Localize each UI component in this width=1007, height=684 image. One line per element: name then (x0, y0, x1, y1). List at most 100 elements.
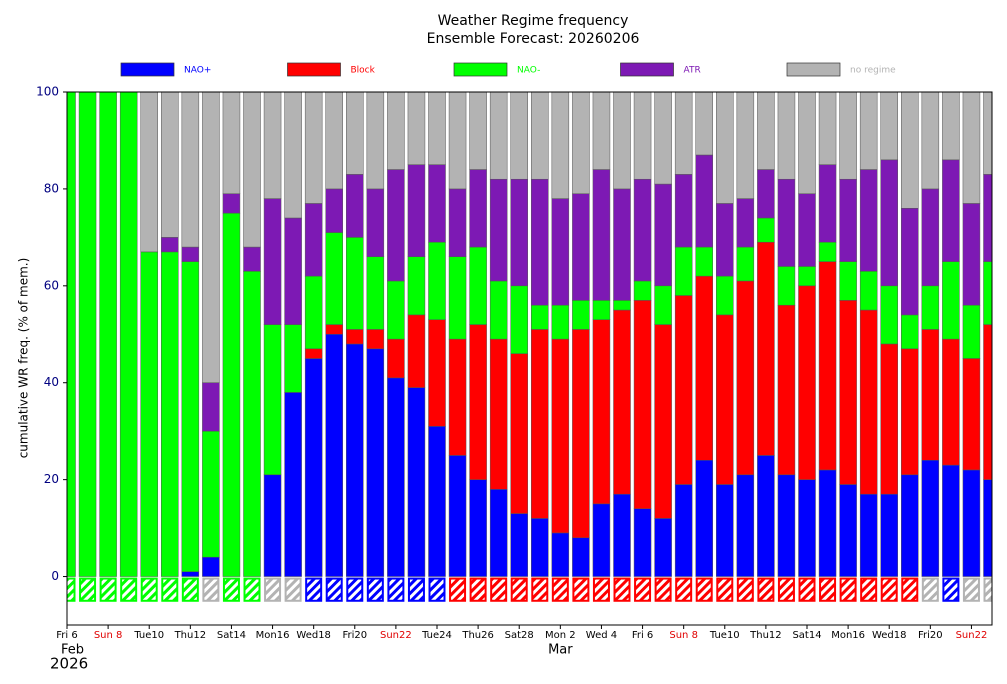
bar-segment (777, 474, 796, 577)
bar-segment (716, 203, 734, 277)
bar-segment (757, 169, 775, 219)
bar-segment (983, 324, 992, 480)
bar-segment (428, 164, 446, 243)
bar-segment (407, 387, 426, 577)
x-tick-label: Thu26 (461, 630, 494, 641)
x-tick-label: Tue10 (133, 630, 164, 641)
bar-segment (448, 256, 467, 340)
bar-segment (469, 246, 487, 325)
bar-segment (366, 92, 385, 190)
chart-title: Weather Regime frequency (438, 13, 629, 29)
dominant-regime-hatch (120, 577, 138, 602)
dominant-regime-hatch (387, 577, 405, 602)
bar-segment (387, 280, 405, 340)
dominant-regime-hatch (983, 577, 992, 602)
y-tick-label: 0 (51, 569, 59, 583)
dominant-regime-hatch (839, 577, 857, 602)
bar-segment (942, 464, 960, 577)
dominant-regime-hatch (284, 577, 302, 602)
bar-segment (284, 217, 302, 325)
dominant-regime-hatch (860, 577, 878, 602)
bar-segment (654, 518, 672, 577)
bar-segment (551, 198, 570, 306)
bar-segment (757, 455, 775, 577)
bar-segment (798, 193, 816, 267)
bar-segment (880, 493, 898, 577)
x-tick-label: Mon16 (256, 630, 290, 641)
bar-segment (942, 159, 960, 262)
bar-segment (428, 426, 446, 577)
bar-segment (633, 508, 652, 577)
x-tick-label: Tue24 (421, 630, 452, 641)
bar-segment (346, 174, 364, 238)
legend-swatch (287, 62, 341, 77)
bar-segment (469, 324, 487, 480)
bar-segment (859, 493, 878, 577)
bar-segment (572, 300, 590, 330)
dominant-regime-hatch (901, 577, 919, 602)
bar-segment (859, 169, 878, 272)
dominant-regime-hatch (880, 577, 898, 602)
bar-segment (798, 285, 816, 480)
bar-segment (716, 314, 734, 485)
bar-segment (880, 285, 898, 345)
dominant-regime-hatch (243, 577, 261, 602)
bar-segment (695, 246, 713, 277)
bar-segment (674, 295, 693, 485)
bar-segment (531, 92, 549, 180)
bar-segment (592, 169, 611, 301)
bar-segment (818, 261, 837, 471)
x-tick-label: Mon 2 (545, 630, 576, 641)
y-tick-label: 20 (44, 472, 59, 486)
bar-segment (695, 275, 713, 461)
bar-segment (325, 232, 343, 325)
dominant-regime-hatch (79, 577, 97, 602)
dominant-regime-hatch (346, 577, 364, 602)
dominant-regime-hatch (736, 577, 754, 602)
bar-segment (510, 92, 528, 180)
bar-segment (243, 271, 261, 577)
bar-segment (654, 183, 672, 287)
bar-segment (489, 92, 508, 180)
bar-segment (448, 188, 467, 257)
bar-segment (592, 92, 611, 170)
legend-label: NAO- (517, 66, 540, 76)
bar-segment (901, 474, 919, 577)
bar-segment (839, 92, 857, 180)
bar-segment (448, 338, 467, 456)
bar-segment (304, 348, 323, 359)
bar-segment (366, 329, 385, 350)
month-label: Mar (548, 643, 573, 658)
legend-swatch (620, 62, 674, 77)
bar-segment (592, 503, 611, 577)
bar-segment (695, 154, 713, 248)
bar-segment (572, 92, 590, 195)
x-tick-label: Mon16 (831, 630, 865, 641)
bar-segment (78, 92, 97, 577)
bar-segment (202, 430, 220, 558)
bar-segment (510, 178, 528, 287)
bar-segment (983, 174, 992, 262)
x-tick-label: Thu12 (749, 630, 782, 641)
dominant-regime-hatch (428, 577, 446, 602)
x-tick-label: Wed 4 (586, 630, 617, 641)
bar-segment (181, 261, 200, 572)
bar-segment (489, 489, 508, 577)
bar-segment (161, 92, 179, 238)
dominant-regime-hatch (469, 577, 487, 602)
bar-segment (859, 309, 878, 495)
x-tick-label: Sat14 (217, 630, 246, 641)
bar-segment (551, 532, 570, 577)
bar-segment (818, 241, 837, 262)
dominant-regime-hatch (921, 577, 939, 602)
bar-segment (304, 203, 323, 277)
bar-segment (633, 92, 652, 180)
bar-segment (572, 193, 590, 301)
bar-segment (798, 479, 816, 577)
bar-segment (222, 193, 241, 214)
bar-segment (202, 556, 220, 577)
dominant-regime-hatch (716, 577, 734, 602)
dominant-regime-hatch (305, 577, 323, 602)
bar-segment (613, 309, 631, 495)
x-tick-label: Sat28 (505, 630, 534, 641)
